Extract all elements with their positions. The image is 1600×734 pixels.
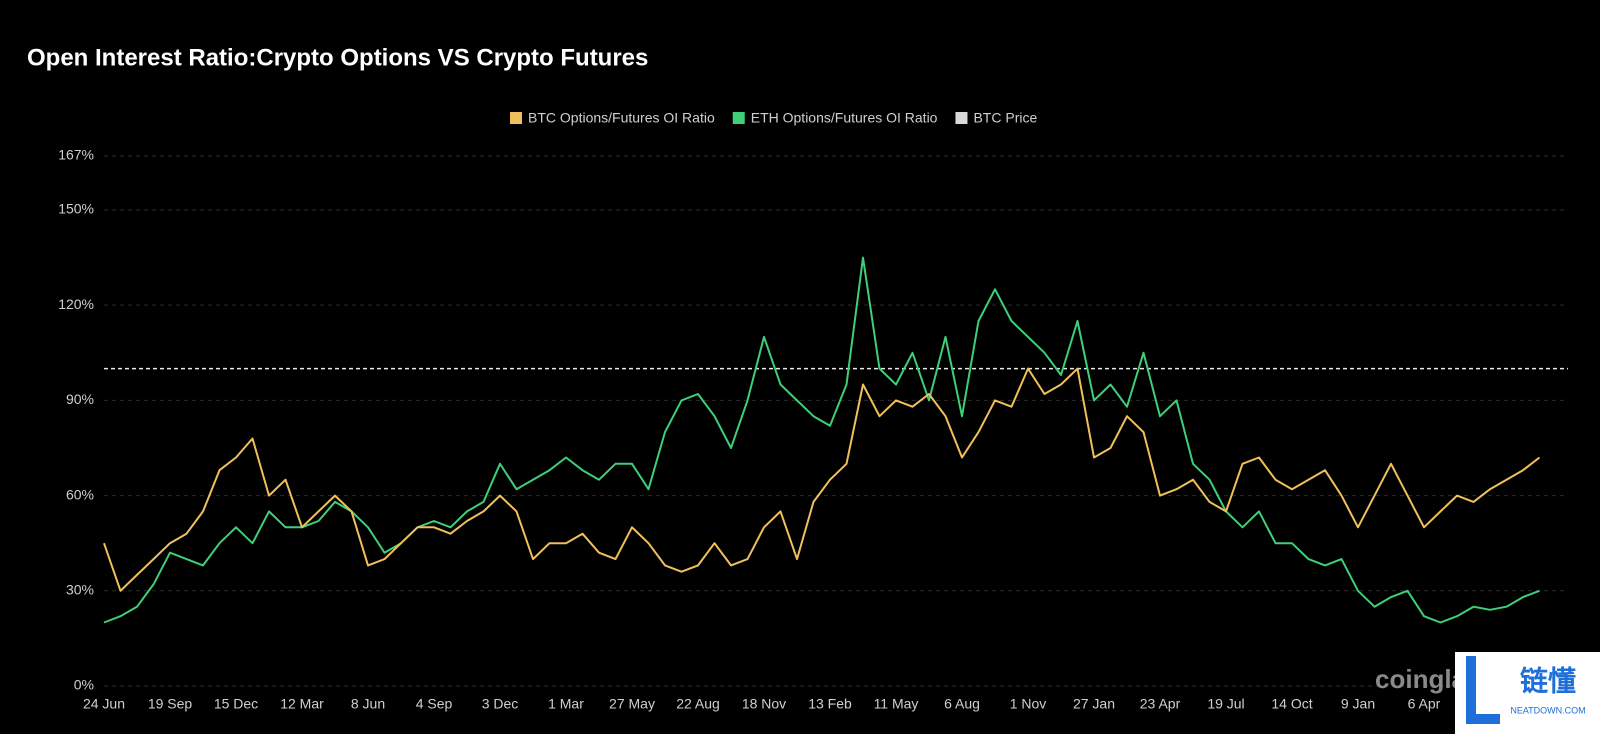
x-tick-label: 13 Feb [808,696,852,712]
y-tick-label: 0% [74,677,94,693]
x-tick-label: 22 Aug [676,696,720,712]
y-tick-label: 30% [66,581,94,597]
y-tick-label: 167% [58,147,94,163]
x-tick-label: 8 Jun [351,696,385,712]
badge-subtitle: NEATDOWN.COM [1510,705,1585,715]
x-tick-label: 23 Apr [1140,696,1181,712]
x-tick-label: 19 Sep [148,696,193,712]
x-tick-label: 24 Jun [83,696,125,712]
y-tick-label: 90% [66,391,94,407]
legend-swatch [732,112,745,124]
x-tick-label: 14 Oct [1271,696,1312,712]
series-line [103,367,1541,592]
x-tick-label: 6 Aug [944,696,980,712]
badge-logo [1466,656,1500,724]
legend-swatch [510,112,522,124]
x-tick-label: 27 Jan [1073,696,1115,712]
legend-label: BTC Price [973,110,1037,126]
x-tick-label: 11 May [874,696,919,712]
chart-title: Open Interest Ratio:Crypto Options VS Cr… [27,44,648,71]
x-tick-label: 27 May [609,696,655,712]
x-tick-label: 18 Nov [742,696,786,712]
x-tick-label: 1 Nov [1010,696,1047,712]
x-tick-label: 9 Jan [1341,696,1375,712]
x-tick-label: 15 Dec [214,696,258,712]
y-tick-label: 150% [58,201,94,217]
legend-label: ETH Options/Futures OI Ratio [751,110,938,126]
legend-swatch [955,112,968,124]
badge-title: 链懂 [1520,665,1576,696]
x-tick-label: 4 Sep [416,696,453,712]
y-tick-label: 60% [66,486,94,502]
x-tick-label: 3 Dec [482,696,519,712]
x-tick-label: 19 Jul [1207,696,1244,712]
legend-label: BTC Options/Futures OI Ratio [528,110,715,126]
x-tick-label: 1 Mar [548,696,584,712]
x-tick-label: 6 Apr [1408,696,1441,712]
series-line [103,256,1540,624]
y-tick-label: 120% [58,296,94,312]
x-tick-label: 12 Mar [280,696,324,712]
